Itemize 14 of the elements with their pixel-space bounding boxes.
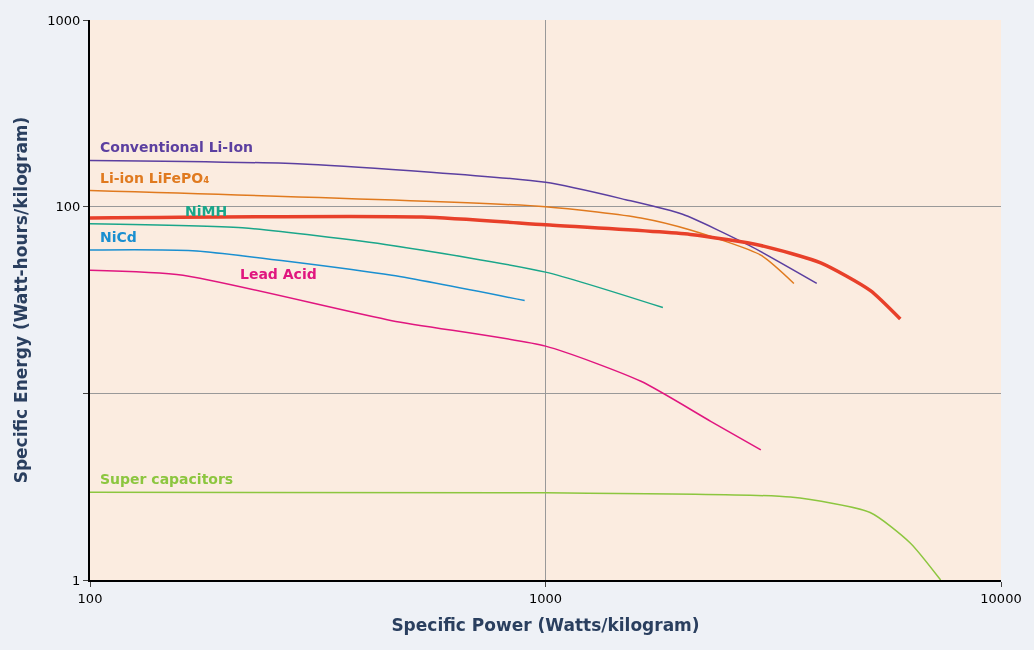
- series-label: Conventional Li-Ion: [100, 139, 253, 155]
- series-label: NiMH: [185, 203, 228, 219]
- series-label: Super capacitors: [100, 471, 234, 487]
- series-label: Li-ion LiFePO₄: [100, 170, 210, 186]
- series-label: NiCd: [100, 229, 137, 245]
- y-tick-label: 1: [72, 572, 81, 588]
- x-tick-label: 1000: [528, 590, 563, 606]
- y-tick-label: 100: [55, 199, 81, 215]
- x-axis-title: Specific Power (Watts/kilogram): [391, 615, 700, 636]
- y-axis-title: Specific Energy (Watt-hours/kilogram): [11, 116, 32, 484]
- x-tick-label: 100: [77, 590, 103, 606]
- series-label: Lead Acid: [240, 266, 317, 282]
- x-tick-label: 10000: [980, 590, 1022, 606]
- y-tick-label: 1000: [47, 12, 81, 28]
